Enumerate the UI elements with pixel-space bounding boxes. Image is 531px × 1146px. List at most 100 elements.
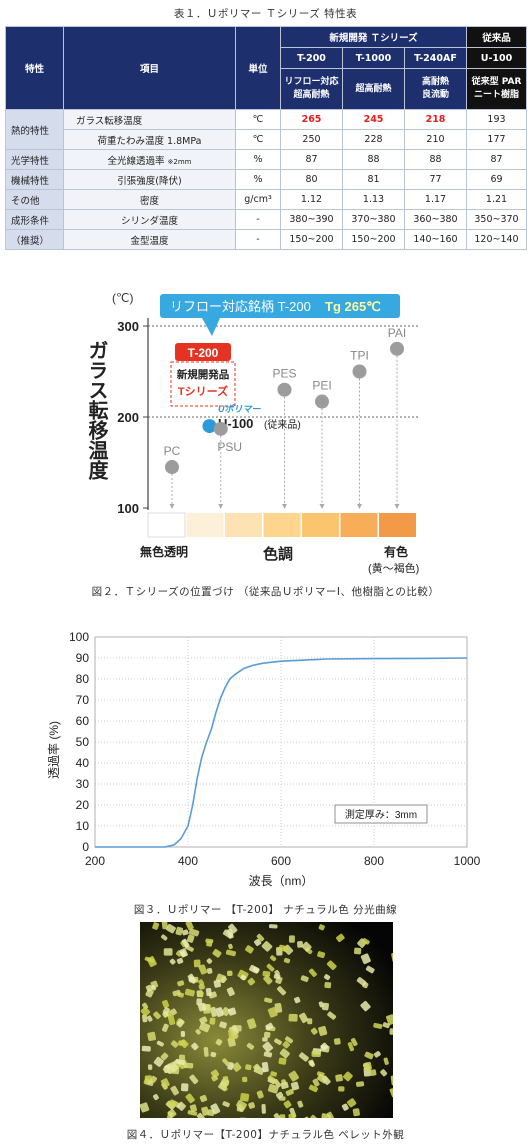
thickness-note: 測定厚み：3mm	[345, 808, 417, 821]
feature-t240af: 高耐熱 良流動	[404, 68, 467, 110]
fig3-ytick-label: 50	[76, 735, 90, 749]
row-category: （推奨）	[5, 229, 64, 250]
cell-value: 193	[466, 109, 527, 130]
row-unit: -	[235, 229, 281, 250]
cell-value: 1.13	[342, 189, 405, 210]
header-unit: 単位	[235, 26, 281, 110]
cell-value: 80	[280, 169, 343, 190]
feature-t1000: 超高耐熱	[342, 68, 405, 110]
header-item: 項目	[63, 26, 236, 110]
svg-text:ガラス転移温度: ガラス転移温度	[85, 340, 108, 481]
fig3-ytick-label: 20	[76, 798, 90, 812]
color-swatch	[147, 512, 186, 538]
table-caption: 表１．Ｕポリマー Ｔシリーズ 特性表	[173, 8, 358, 20]
fig2-point-label: TPI	[350, 349, 369, 363]
color-axis-label: 色調	[263, 545, 293, 563]
fig3-ytick-label: 80	[76, 672, 90, 686]
tg-position-chart: (℃) ガラス転移温度 100 200 300 リフロー対応銘柄 T-200 Tg …	[85, 291, 419, 575]
table-row: 熱的特性 ガラス転移温度 ℃ 265 245 218 193	[5, 109, 527, 150]
row-unit: %	[235, 149, 281, 170]
fig2-drop-lines	[169, 355, 400, 509]
row-item: 引張強度(降伏)	[63, 169, 236, 190]
fig3-xtick-label: 800	[364, 854, 384, 868]
row-unit: ℃	[235, 109, 281, 130]
fig2-drop-arrow	[394, 504, 400, 509]
cell-value: 360~380	[404, 209, 467, 230]
callout-text: リフロー対応銘柄 T-200	[170, 299, 311, 314]
grade-t240af: T-240AF	[404, 47, 467, 69]
table-row: 光学特性 全光線透過率 ※2mm % 87 88 88 87	[5, 149, 527, 170]
fig2-point	[390, 341, 404, 356]
cell-value: 210	[404, 129, 467, 150]
fig2-point	[277, 382, 292, 397]
fig2-points: PC PSU PES PEI TPI PAI	[164, 326, 406, 475]
thickness-note-box	[334, 804, 428, 824]
row-item: 密度	[63, 189, 236, 210]
fig3-xlabel: 波長（nm）	[249, 874, 314, 888]
fig2-reference-lines	[148, 325, 418, 418]
cell-value: 69	[466, 169, 527, 190]
fig4-caption: 図４．Ｕポリマー【T-200】ナチュラル色 ペレット外観	[126, 1129, 405, 1141]
table-row: （推奨） 金型温度 - 150~200 150~200 140~160 120~…	[5, 229, 527, 250]
fig3-ytick-label: 100	[69, 630, 89, 644]
row-item: 金型温度	[63, 229, 236, 250]
fig3-y-ticks: 0 10 20 30 40 50 60 70 80 90 100	[69, 630, 89, 854]
cell-value: 350~370	[466, 209, 527, 230]
fig3-xtick-label: 200	[85, 854, 105, 868]
callout-box: リフロー対応銘柄 T-200 Tg 265℃	[160, 294, 400, 336]
fig2-tick-label: 300	[117, 319, 139, 334]
cell-value: 1.17	[404, 189, 467, 210]
fig2-unit-label: (℃)	[112, 291, 133, 305]
feature-u100: 従来型 PAR ニート樹脂	[466, 68, 527, 110]
fig3-ytick-label: 90	[76, 651, 90, 665]
color-swatch	[263, 513, 301, 537]
row-category: 熱的特性	[5, 109, 64, 150]
cell-value: 150~200	[342, 229, 405, 250]
cell-value: 177	[466, 129, 527, 150]
row-unit: -	[235, 209, 281, 230]
fig3-ytick-label: 70	[76, 693, 90, 707]
fig3-xtick-label: 1000	[454, 854, 481, 868]
row-unit: g/cm³	[235, 189, 281, 210]
header-new-series: 新規開発 Ｔシリーズ	[280, 26, 467, 48]
color-swatch	[186, 513, 224, 537]
row-category: 成形条件	[5, 209, 64, 230]
row-category: 光学特性	[5, 149, 64, 170]
cell-value: 265	[280, 109, 343, 130]
callout-tg: Tg 265℃	[325, 299, 381, 314]
row-item: シリンダ温度	[63, 209, 236, 230]
fig3-xtick-label: 600	[271, 854, 291, 868]
color-swatch	[225, 513, 262, 537]
u-polymer-logo: Uポリマー	[218, 404, 261, 414]
fig2-ticks: 100 200 300	[117, 319, 148, 516]
badge-label: T-200	[188, 346, 219, 360]
cell-value: 87	[466, 149, 527, 170]
row-item: 荷重たわみ温度 1.8MPa	[63, 129, 236, 150]
cell-value: 87	[280, 149, 343, 170]
fig2-point-label: PAI	[388, 326, 406, 340]
fig2-drop-arrow	[357, 504, 362, 509]
fig2-drop-arrow	[169, 504, 175, 509]
fig3-caption: 図３．Ｕポリマー 【T-200】 ナチュラル色 分光曲線	[133, 904, 398, 916]
pellet-photo	[140, 922, 393, 1118]
fig2-tick-label: 200	[117, 410, 139, 425]
cell-value: 245	[342, 109, 405, 130]
row-item-note: ※2mm	[167, 157, 192, 166]
fig2-drop-arrow	[282, 504, 287, 509]
fig2-drop-arrow	[319, 504, 325, 509]
color-swatch	[340, 513, 378, 537]
cell-value: 250	[280, 129, 343, 150]
fig2-point	[202, 419, 217, 434]
fig3-ytick-label: 60	[76, 714, 90, 728]
fig2-point	[352, 364, 367, 379]
color-swatch	[302, 513, 339, 537]
cell-value: 81	[342, 169, 405, 190]
fig2-point-label: PC	[164, 444, 181, 458]
color-swatch	[379, 513, 416, 537]
header-conventional: 従来品	[466, 26, 527, 48]
cell-value: 1.21	[466, 189, 527, 210]
fig3-ytick-label: 30	[76, 777, 90, 791]
row-item: ガラス転移温度	[63, 109, 236, 130]
fig2-drop-arrow	[218, 504, 224, 509]
